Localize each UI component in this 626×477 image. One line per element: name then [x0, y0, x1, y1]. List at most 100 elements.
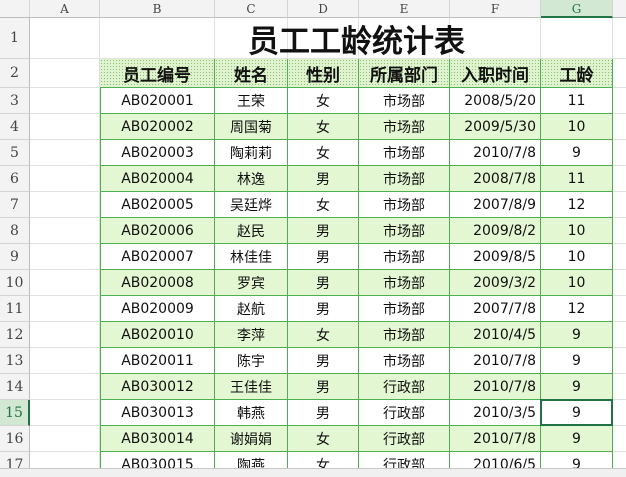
table-cell[interactable]: 行政部	[359, 426, 450, 452]
table-cell[interactable]: 男	[288, 296, 359, 322]
table-cell[interactable]: 女	[288, 192, 359, 218]
table-cell[interactable]: 女	[288, 88, 359, 114]
column-header[interactable]: G	[541, 0, 613, 18]
table-cell[interactable]: 陈宇	[215, 348, 288, 374]
table-cell[interactable]: 2009/3/2	[450, 270, 541, 296]
table-cell[interactable]: AB020006	[100, 218, 215, 244]
table-header-cell[interactable]: 员工编号	[100, 59, 215, 88]
table-cell[interactable]: AB020004	[100, 166, 215, 192]
table-cell[interactable]: AB020008	[100, 270, 215, 296]
table-header-cell[interactable]: 入职时间	[450, 59, 541, 88]
table-cell[interactable]: 女	[288, 426, 359, 452]
row-header[interactable]: 7	[0, 192, 30, 218]
table-cell[interactable]: 行政部	[359, 374, 450, 400]
table-header-cell[interactable]: 性别	[288, 59, 359, 88]
table-cell[interactable]: 9	[541, 374, 613, 400]
table-cell[interactable]: 2009/5/30	[450, 114, 541, 140]
table-cell[interactable]: 11	[541, 88, 613, 114]
table-cell[interactable]: 行政部	[359, 400, 450, 426]
row-header[interactable]: 1	[0, 18, 30, 59]
column-header[interactable]: A	[30, 0, 100, 18]
table-cell[interactable]: 男	[288, 348, 359, 374]
table-cell[interactable]: 男	[288, 218, 359, 244]
table-header-cell[interactable]: 所属部门	[359, 59, 450, 88]
column-header[interactable]: F	[450, 0, 541, 18]
table-cell[interactable]: AB020001	[100, 88, 215, 114]
row-header[interactable]: 8	[0, 218, 30, 244]
table-cell[interactable]: 10	[541, 244, 613, 270]
row-header[interactable]: 12	[0, 322, 30, 348]
table-cell[interactable]: 男	[288, 400, 359, 426]
table-cell[interactable]: 9	[541, 140, 613, 166]
table-cell[interactable]: AB030014	[100, 426, 215, 452]
row-header[interactable]: 2	[0, 59, 30, 88]
table-cell[interactable]: 2010/7/8	[450, 426, 541, 452]
table-cell[interactable]: AB030013	[100, 400, 215, 426]
table-cell[interactable]: 谢娟娟	[215, 426, 288, 452]
table-cell[interactable]: 周国菊	[215, 114, 288, 140]
table-cell[interactable]: 男	[288, 244, 359, 270]
table-cell[interactable]: 男	[288, 374, 359, 400]
table-cell[interactable]: AB020009	[100, 296, 215, 322]
table-cell[interactable]: 11	[541, 166, 613, 192]
table-cell[interactable]: 赵民	[215, 218, 288, 244]
table-cell[interactable]: 市场部	[359, 114, 450, 140]
table-cell[interactable]: 陶莉莉	[215, 140, 288, 166]
table-cell[interactable]: 10	[541, 270, 613, 296]
table-cell[interactable]: 12	[541, 192, 613, 218]
table-header-cell[interactable]: 工龄	[541, 59, 613, 88]
table-cell[interactable]: 12	[541, 296, 613, 322]
table-cell[interactable]: 林佳佳	[215, 244, 288, 270]
table-cell[interactable]: 女	[288, 114, 359, 140]
column-header[interactable]: E	[359, 0, 450, 18]
row-header[interactable]: 14	[0, 374, 30, 400]
table-cell[interactable]: AB020007	[100, 244, 215, 270]
table-cell[interactable]: 市场部	[359, 140, 450, 166]
table-cell[interactable]: 罗宾	[215, 270, 288, 296]
table-cell[interactable]: 男	[288, 270, 359, 296]
table-cell[interactable]: 女	[288, 322, 359, 348]
table-cell[interactable]: 吴廷烨	[215, 192, 288, 218]
table-cell[interactable]: 市场部	[359, 348, 450, 374]
table-cell[interactable]: 女	[288, 140, 359, 166]
row-header[interactable]: 16	[0, 426, 30, 452]
table-cell[interactable]: 李萍	[215, 322, 288, 348]
table-cell[interactable]: AB020002	[100, 114, 215, 140]
table-cell[interactable]: 市场部	[359, 218, 450, 244]
column-header[interactable]: D	[288, 0, 359, 18]
row-header[interactable]: 5	[0, 140, 30, 166]
column-header[interactable]: B	[100, 0, 215, 18]
row-header[interactable]: 6	[0, 166, 30, 192]
row-header[interactable]: 3	[0, 88, 30, 114]
table-cell[interactable]: 9	[541, 426, 613, 452]
table-cell[interactable]: AB020003	[100, 140, 215, 166]
table-cell[interactable]: 2010/7/8	[450, 140, 541, 166]
table-cell[interactable]: AB030012	[100, 374, 215, 400]
table-cell[interactable]: 男	[288, 166, 359, 192]
table-cell[interactable]: 韩燕	[215, 400, 288, 426]
table-cell[interactable]: 王荣	[215, 88, 288, 114]
row-header[interactable]: 13	[0, 348, 30, 374]
table-cell[interactable]: 2010/7/8	[450, 374, 541, 400]
table-cell[interactable]: AB020005	[100, 192, 215, 218]
table-cell[interactable]: 9	[541, 452, 613, 477]
column-header[interactable]: C	[215, 0, 288, 18]
table-cell[interactable]: 2009/8/5	[450, 244, 541, 270]
table-cell[interactable]: 2010/7/8	[450, 348, 541, 374]
table-cell[interactable]: 2008/5/20	[450, 88, 541, 114]
table-cell[interactable]: 市场部	[359, 322, 450, 348]
row-header[interactable]: 10	[0, 270, 30, 296]
table-cell[interactable]: 2010/3/5	[450, 400, 541, 426]
table-cell[interactable]: 2010/4/5	[450, 322, 541, 348]
table-cell[interactable]: 市场部	[359, 192, 450, 218]
table-cell[interactable]: 2009/8/2	[450, 218, 541, 244]
table-cell[interactable]: AB020010	[100, 322, 215, 348]
table-cell[interactable]: 10	[541, 114, 613, 140]
table-cell[interactable]: 2007/8/9	[450, 192, 541, 218]
table-cell[interactable]: 市场部	[359, 296, 450, 322]
table-cell[interactable]: AB020011	[100, 348, 215, 374]
table-cell[interactable]: 市场部	[359, 166, 450, 192]
table-cell[interactable]: 9	[541, 322, 613, 348]
table-cell[interactable]: 2007/7/8	[450, 296, 541, 322]
row-header[interactable]: 11	[0, 296, 30, 322]
